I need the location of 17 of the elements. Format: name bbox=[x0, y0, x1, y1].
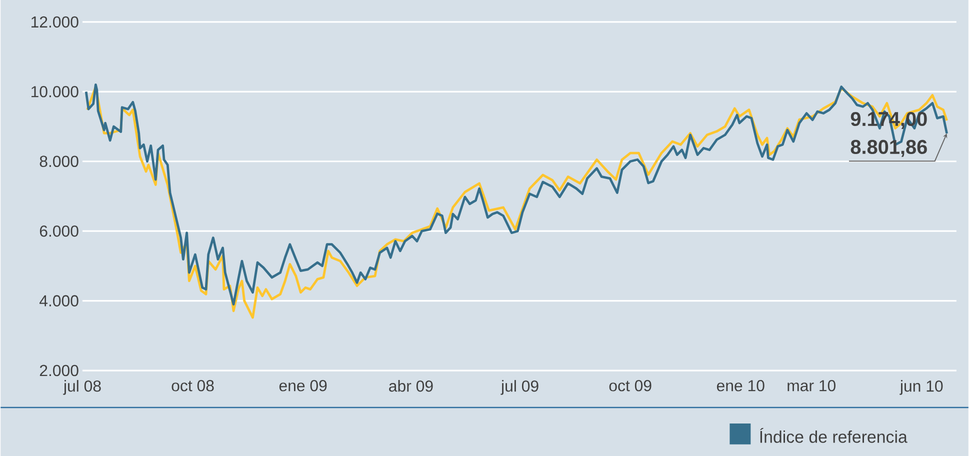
y-tick-label: 10.000 bbox=[32, 86, 78, 98]
x-tick-label: jul 08 bbox=[63, 380, 101, 395]
x-tick-label: oct 09 bbox=[609, 380, 652, 392]
x-tick-label: abr 09 bbox=[389, 380, 433, 392]
y-tick-label: 8.000 bbox=[40, 156, 78, 167]
x-tick-label: jun 10 bbox=[900, 380, 943, 395]
y-tick-label: 2.000 bbox=[40, 364, 78, 376]
x-tick-label: ene 10 bbox=[716, 380, 764, 392]
annotation: 8.801,86 bbox=[850, 140, 927, 157]
x-tick-label: mar 10 bbox=[788, 380, 836, 392]
x-tick-label: oct 08 bbox=[172, 380, 214, 392]
y-tick-label: 4.000 bbox=[40, 294, 78, 306]
y-tick-label: 12.000 bbox=[32, 16, 78, 28]
x-tick-label: ene 09 bbox=[279, 380, 327, 392]
legend-label: Índice de referencia bbox=[760, 428, 908, 443]
y-tick-label: 6.000 bbox=[40, 225, 78, 237]
x-tick-label: jul 09 bbox=[500, 380, 538, 395]
